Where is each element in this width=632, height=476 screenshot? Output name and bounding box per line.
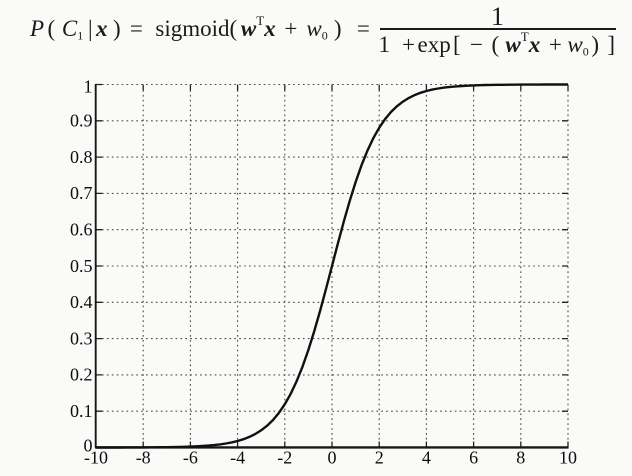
svg-text:0.4: 0.4	[70, 292, 93, 312]
svg-text:0.8: 0.8	[70, 147, 93, 167]
svg-text:0.1: 0.1	[70, 401, 93, 421]
svg-text:-4: -4	[230, 448, 245, 468]
svg-text:0: 0	[328, 448, 337, 468]
svg-text:0: 0	[84, 436, 93, 456]
svg-text:8: 8	[516, 448, 525, 468]
svg-text:0.6: 0.6	[70, 220, 93, 240]
svg-text:2: 2	[375, 448, 384, 468]
svg-text:0.7: 0.7	[70, 183, 93, 203]
svg-text:-10: -10	[84, 448, 108, 468]
svg-text:-8: -8	[136, 448, 151, 468]
svg-text:4: 4	[422, 448, 431, 468]
svg-text:10: 10	[559, 448, 577, 468]
svg-text:0.9: 0.9	[70, 111, 93, 131]
svg-text:-6: -6	[183, 448, 198, 468]
svg-text:0.5: 0.5	[70, 256, 93, 276]
svg-text:0.3: 0.3	[70, 328, 93, 348]
svg-text:1: 1	[84, 77, 93, 97]
svg-text:6: 6	[469, 448, 478, 468]
svg-text:0.2: 0.2	[70, 365, 93, 385]
svg-text:-2: -2	[277, 448, 292, 468]
